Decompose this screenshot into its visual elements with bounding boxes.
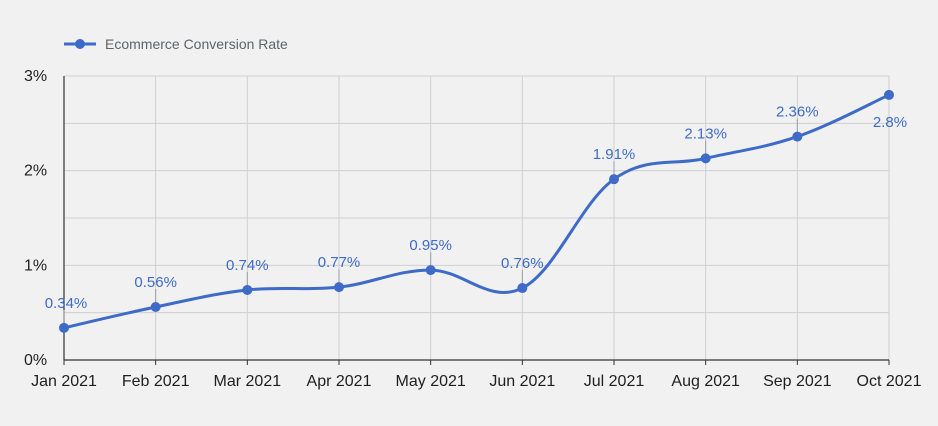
x-tick-label: Jan 2021 [31,373,97,390]
grid [64,75,890,360]
series-point [884,89,894,100]
data-label: 0.77% [318,254,361,271]
x-tick-label: Feb 2021 [122,373,190,390]
data-label: 2.36% [776,104,819,121]
data-label: 2.13% [684,125,727,142]
data-label: 0.95% [409,237,452,254]
series-point [59,322,69,333]
x-tick-label: May 2021 [396,373,466,390]
legend[interactable]: Ecommerce Conversion Rate [64,36,288,52]
data-label: 1.91% [593,146,636,163]
y-tick-label: 3% [24,68,47,85]
data-label: 0.74% [226,257,269,274]
series-point [425,265,436,276]
series-point [242,284,253,295]
x-tick-label: Sep 2021 [763,373,832,390]
legend-label: Ecommerce Conversion Rate [105,36,288,52]
series-line [63,93,890,330]
x-tick-label: Mar 2021 [214,373,282,390]
data-label: 0.76% [501,255,544,272]
series-point [517,283,528,294]
x-tick-label: Jul 2021 [584,373,645,390]
y-tick-label: 2% [24,163,47,180]
y-tick-label: 1% [24,257,47,274]
x-tick-label: Oct 2021 [857,373,922,390]
x-axis-ticks: Jan 2021 Feb 2021 Mar 2021 Apr 2021 May 2021… [31,360,922,390]
series-point [334,282,344,293]
y-axis-ticks: 0% 1% 2% 3% [24,68,47,369]
series-point [150,301,161,312]
x-tick-label: Jun 2021 [489,373,555,390]
data-label: 0.34% [45,295,88,312]
series-point [609,174,619,185]
series-point [792,131,803,142]
data-label: 0.56% [134,274,177,291]
y-tick-label: 0% [24,352,47,369]
series-group: 0.34% 0.56% 0.74% 0.77% 0.95% 0.76% 1.91% 2.13%… [45,89,907,333]
data-label: 2.8% [873,114,907,131]
x-tick-label: Apr 2021 [307,373,372,390]
legend-dot-marker [75,39,85,49]
series-point [700,153,711,164]
x-tick-label: Aug 2021 [671,373,740,390]
